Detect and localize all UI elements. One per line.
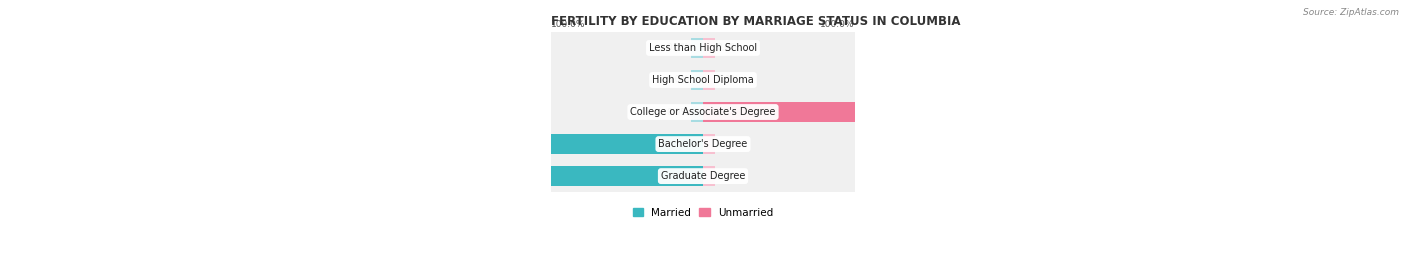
Bar [703,166,716,186]
Bar [551,96,855,128]
Text: 0.0%: 0.0% [666,76,689,84]
Bar [690,70,703,90]
Text: 100.0%: 100.0% [967,108,1004,116]
Text: 0.0%: 0.0% [717,44,740,52]
Text: 100.0%: 100.0% [402,140,439,148]
Text: 100.0%: 100.0% [402,172,439,180]
Bar [690,102,703,122]
Legend: Married, Unmarried: Married, Unmarried [628,204,778,222]
Text: 0.0%: 0.0% [717,172,740,180]
Text: Less than High School: Less than High School [650,43,756,53]
Text: College or Associate's Degree: College or Associate's Degree [630,107,776,117]
Text: 0.0%: 0.0% [717,76,740,84]
Bar [690,38,703,58]
Bar [551,160,855,192]
Bar [703,102,1007,122]
Text: Bachelor's Degree: Bachelor's Degree [658,139,748,149]
Bar [703,134,716,154]
Text: 0.0%: 0.0% [666,44,689,52]
Text: 100.0%: 100.0% [551,20,586,29]
Text: Source: ZipAtlas.com: Source: ZipAtlas.com [1303,8,1399,17]
Text: 100.0%: 100.0% [820,20,855,29]
Bar [399,134,703,154]
Bar [703,70,716,90]
Text: 0.0%: 0.0% [717,140,740,148]
Text: High School Diploma: High School Diploma [652,75,754,85]
Bar [703,38,716,58]
Bar [551,128,855,160]
Bar [551,32,855,64]
Text: Graduate Degree: Graduate Degree [661,171,745,181]
Text: FERTILITY BY EDUCATION BY MARRIAGE STATUS IN COLUMBIA: FERTILITY BY EDUCATION BY MARRIAGE STATU… [551,15,960,28]
Bar [551,64,855,96]
Bar [399,166,703,186]
Text: 0.0%: 0.0% [666,108,689,116]
